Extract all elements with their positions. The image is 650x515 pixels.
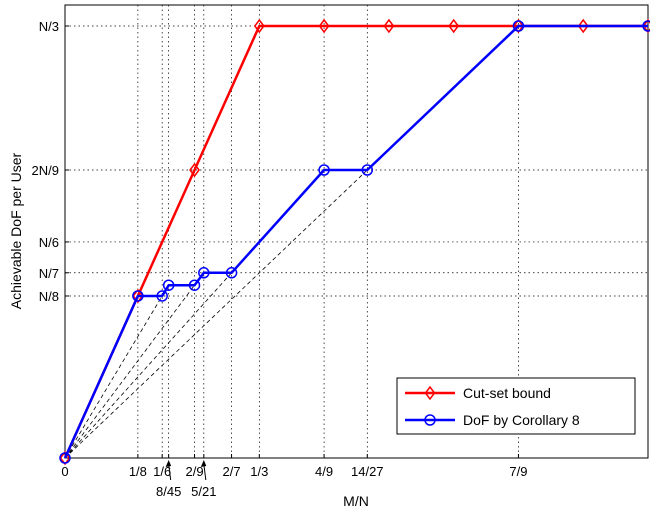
annotation-arrow-head	[200, 460, 207, 467]
x-tick-label: 4/9	[315, 464, 333, 479]
series-1-marker	[642, 18, 650, 34]
series-2-marker	[162, 279, 175, 291]
x-tick-label: 14/27	[351, 464, 384, 479]
y-tick-label: N/6	[39, 235, 59, 250]
x-tick-label: 5/21	[191, 484, 216, 499]
y-tick-label: N/7	[39, 266, 59, 281]
x-tick-label: 1/8	[129, 464, 147, 479]
series-line-2	[63, 24, 648, 459]
annotations	[165, 460, 207, 481]
reference-line	[64, 284, 195, 459]
x-tick-label: 1/3	[250, 464, 268, 479]
x-tick-label: 0	[61, 464, 68, 479]
series-2-marker	[361, 164, 374, 176]
x-tick-label: 2/7	[223, 464, 241, 479]
y-tick-label: N/8	[39, 289, 59, 304]
annotation-arrow-head	[165, 460, 172, 467]
reference-lines	[64, 169, 368, 459]
series-1-marker	[189, 162, 200, 178]
reference-line	[64, 272, 232, 459]
x-tick-label: 2/9	[186, 464, 204, 479]
series-1-marker	[513, 18, 524, 34]
legend-marker-corollary	[424, 414, 436, 426]
series-2-marker	[156, 290, 168, 302]
reference-line	[64, 295, 163, 459]
x-tick-label: 7/9	[509, 464, 527, 479]
legend-label-cutset: Cut-set bound	[463, 385, 551, 401]
series-1-marker	[577, 18, 589, 34]
x-axis-label: M/N	[343, 493, 369, 509]
series-layer	[59, 18, 650, 466]
reference-line	[64, 169, 368, 459]
x-tick-label: 1/6	[153, 464, 171, 479]
y-axis-label: Achievable DoF per User	[8, 152, 24, 309]
series-1-marker	[318, 18, 330, 34]
series-1-marker	[59, 450, 71, 466]
series-2-marker	[59, 452, 71, 464]
annotation-arrow-shaft	[168, 463, 172, 481]
series-2-marker	[188, 279, 201, 291]
series-1-marker	[448, 18, 460, 34]
series-1-marker	[383, 18, 395, 34]
annotation-arrow-shaft	[203, 463, 207, 481]
series-2-marker	[225, 267, 238, 279]
series-2-marker	[198, 267, 210, 279]
legend-box	[396, 377, 636, 435]
x-tick-label: 8/45	[156, 484, 181, 499]
series-2-marker	[642, 20, 650, 32]
series-2-marker	[512, 20, 525, 32]
series-2-marker	[318, 164, 330, 176]
series-1-marker	[253, 18, 265, 34]
tick-labels: 0 1/8 1/6 2/9 2/7 1/3 4/9 14/27 7/9 8/45 5/21 N/8 N/…	[32, 19, 528, 499]
legend-label-corollary: DoF by Corollary 8	[463, 412, 580, 428]
y-tick-label: N/3	[39, 19, 59, 34]
y-tick-label: 2N/9	[32, 163, 59, 178]
series-2-marker	[132, 290, 144, 302]
legend: Cut-set bound DoF by Corollary 8	[396, 377, 636, 435]
series-1-marker	[132, 288, 144, 304]
legend-marker-cutset	[424, 385, 436, 401]
plot-area-frame	[64, 4, 649, 459]
